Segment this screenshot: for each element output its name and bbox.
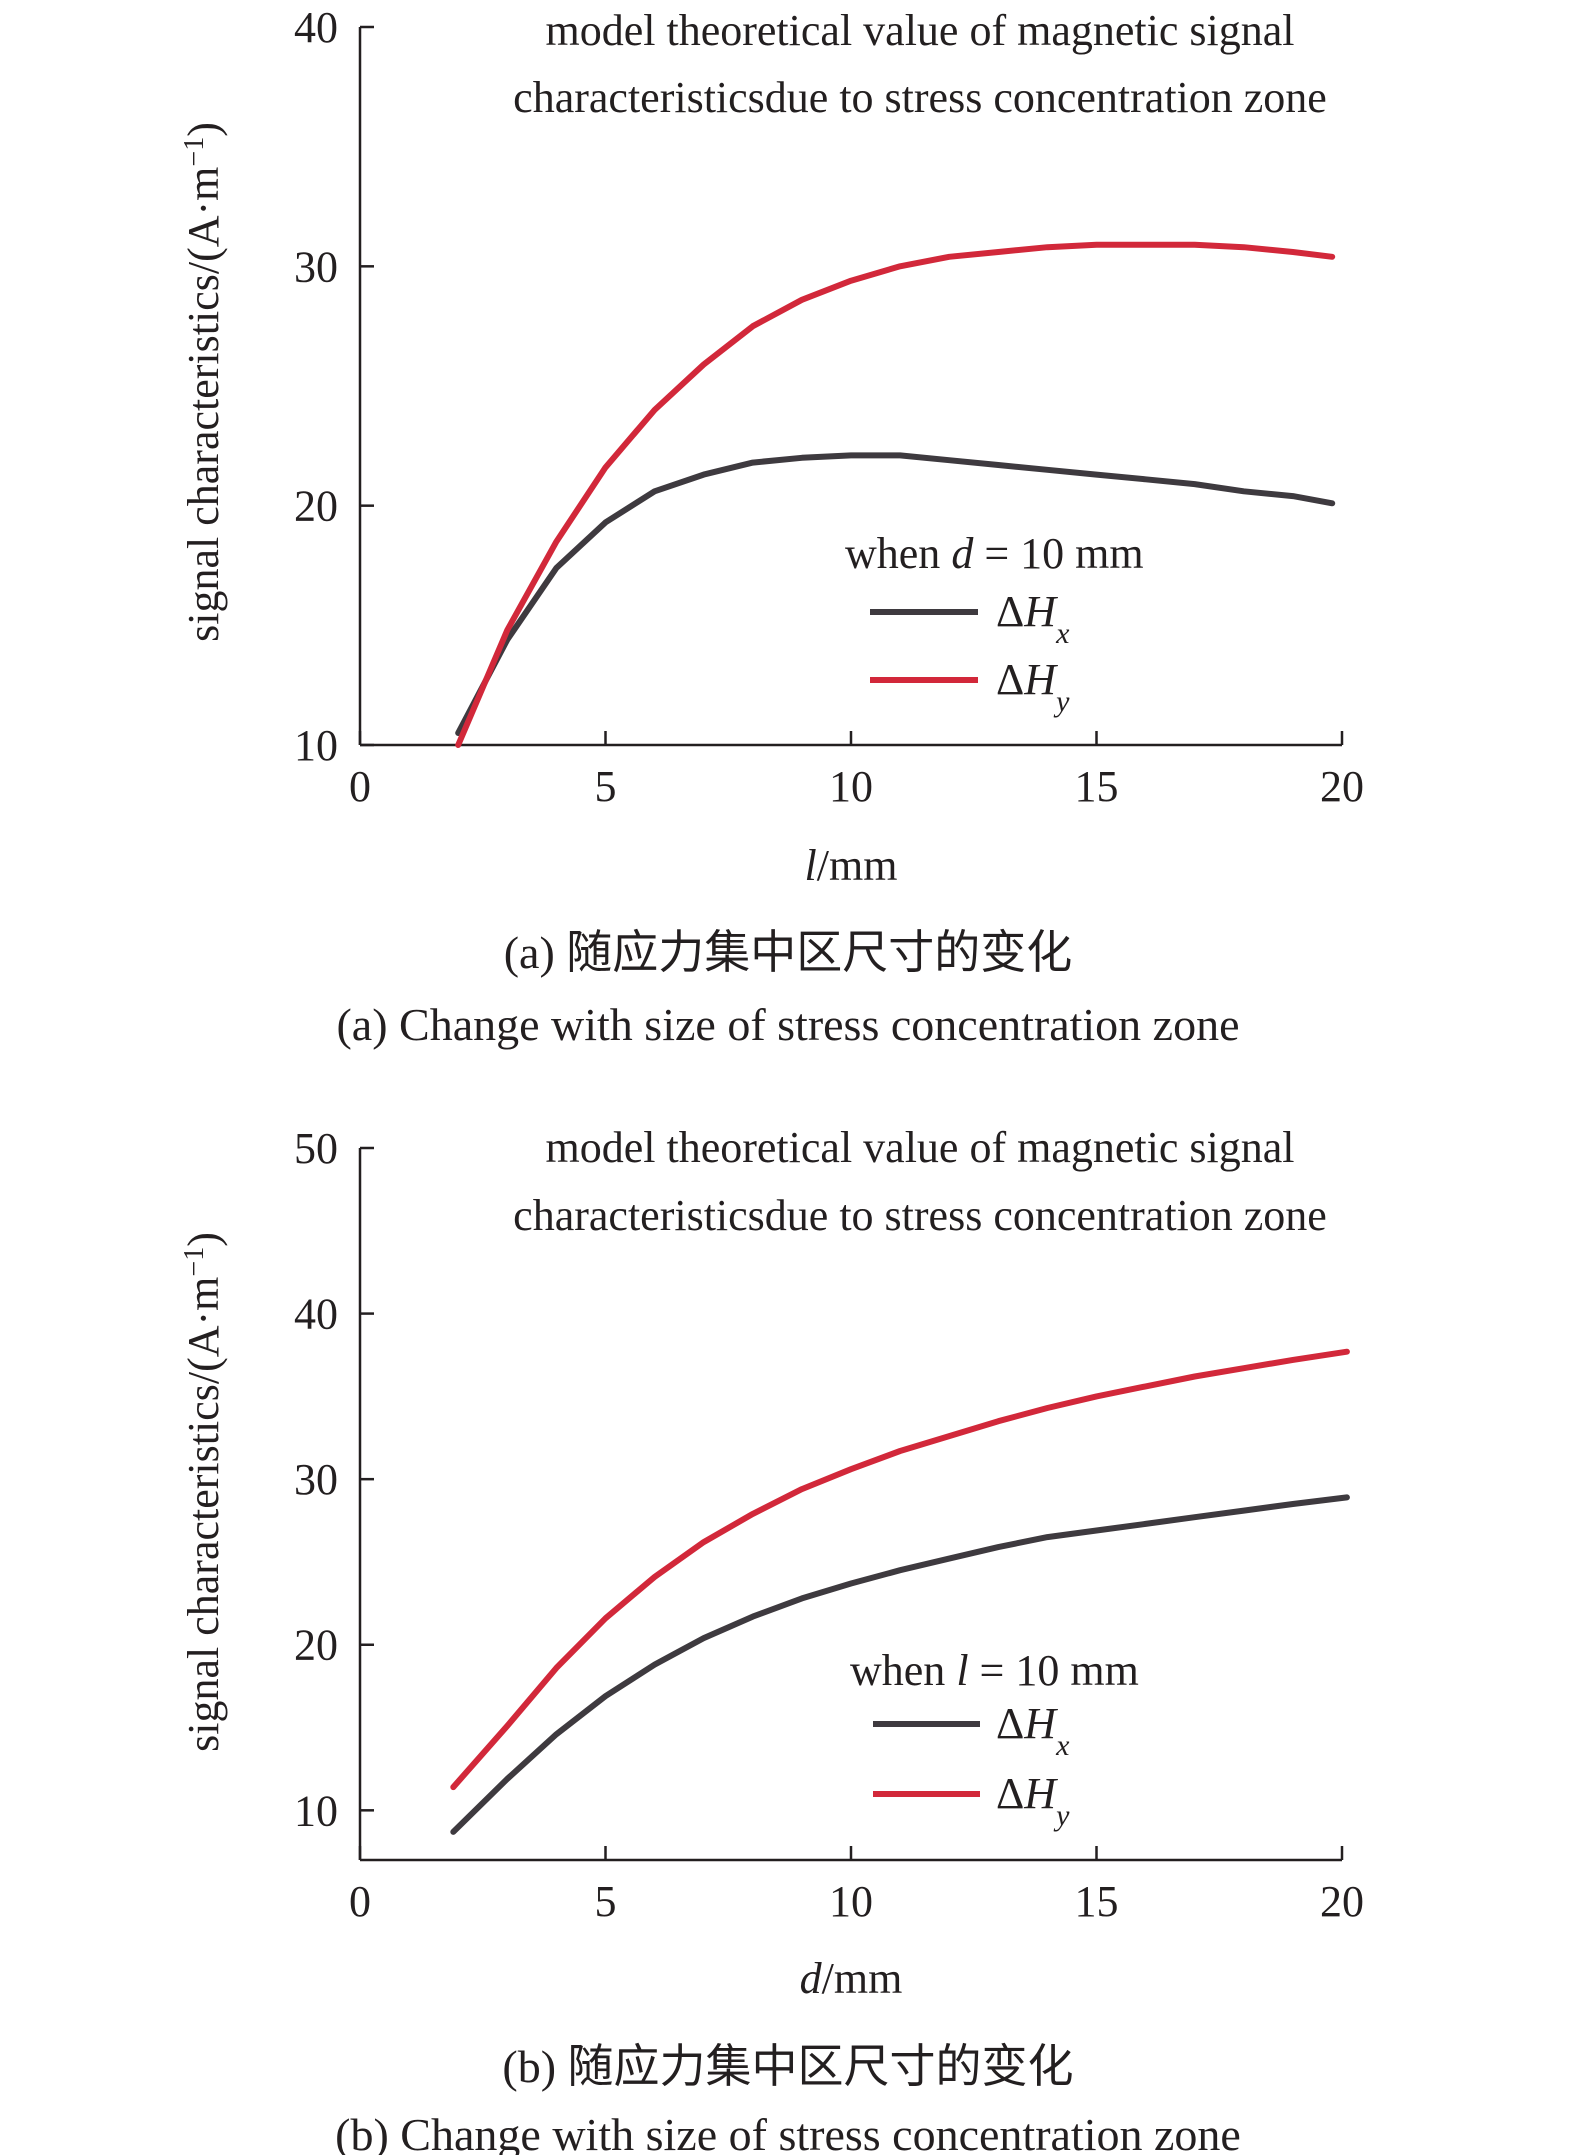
y-axis-title: signal characteristics/(A·m−1)	[179, 122, 229, 642]
chart-title-line: model theoretical value of magnetic sign…	[546, 1123, 1295, 1172]
series-line-y	[455, 241, 1336, 748]
x-tick-label: 0	[349, 762, 371, 811]
y-tick-label: 30	[294, 242, 338, 291]
x-tick-label: 10	[829, 762, 873, 811]
x-tick-label: 15	[1075, 1877, 1119, 1926]
legend-label-y: ΔHy	[996, 655, 1070, 718]
x-tick-label: 20	[1320, 1877, 1364, 1926]
y-tick-label: 40	[294, 1290, 338, 1339]
chart-panel-b: 10 20 30 40 50 0 5 10 15 20 d/mm signal characteris…	[179, 1123, 1365, 2155]
x-tick-label: 5	[595, 1877, 617, 1926]
y-axis-title: signal characteristics/(A·m−1)	[179, 1232, 229, 1752]
caption-chinese: (b) 随应力集中区尺寸的变化	[502, 2041, 1073, 2092]
series-line-x	[450, 1494, 1350, 1835]
chart-title-line: model theoretical value of magnetic sign…	[546, 6, 1295, 55]
legend-label-x: ΔHx	[996, 587, 1070, 650]
y-tick-label: 40	[294, 3, 338, 52]
y-tick-label: 10	[294, 721, 338, 770]
legend-title: when l = 10 mm	[850, 1646, 1139, 1695]
y-tick-label: 50	[294, 1124, 338, 1173]
caption-english: (b) Change with size of stress concentra…	[335, 2109, 1241, 2155]
chart-title-line: characteristicsdue to stress concentrati…	[513, 1191, 1327, 1240]
legend-label-y: ΔHy	[996, 1769, 1070, 1832]
chart-panel-a: 10 20 30 40 0 5 10 15 20 l/mm signal characteristi…	[179, 3, 1365, 1050]
x-axis-title: l/mm	[805, 841, 898, 890]
y-tick-label: 30	[294, 1455, 338, 1504]
chart-title-line: characteristicsdue to stress concentrati…	[513, 73, 1327, 122]
x-tick-label: 15	[1075, 762, 1119, 811]
y-tick-label: 20	[294, 1621, 338, 1670]
x-axis-title: d/mm	[800, 1954, 903, 2003]
legend-title: when d = 10 mm	[845, 529, 1144, 578]
y-tick-label: 20	[294, 482, 338, 531]
y-tick-label: 10	[294, 1786, 338, 1835]
series-line-y	[450, 1348, 1350, 1791]
legend-label-x: ΔHx	[996, 1699, 1070, 1762]
x-tick-label: 20	[1320, 762, 1364, 811]
x-tick-label: 0	[349, 1877, 371, 1926]
x-tick-label: 10	[829, 1877, 873, 1926]
caption-chinese: (a) 随应力集中区尺寸的变化	[504, 927, 1073, 978]
caption-english: (a) Change with size of stress concentra…	[336, 999, 1239, 1050]
series-line-x	[455, 452, 1336, 736]
x-tick-label: 5	[595, 762, 617, 811]
